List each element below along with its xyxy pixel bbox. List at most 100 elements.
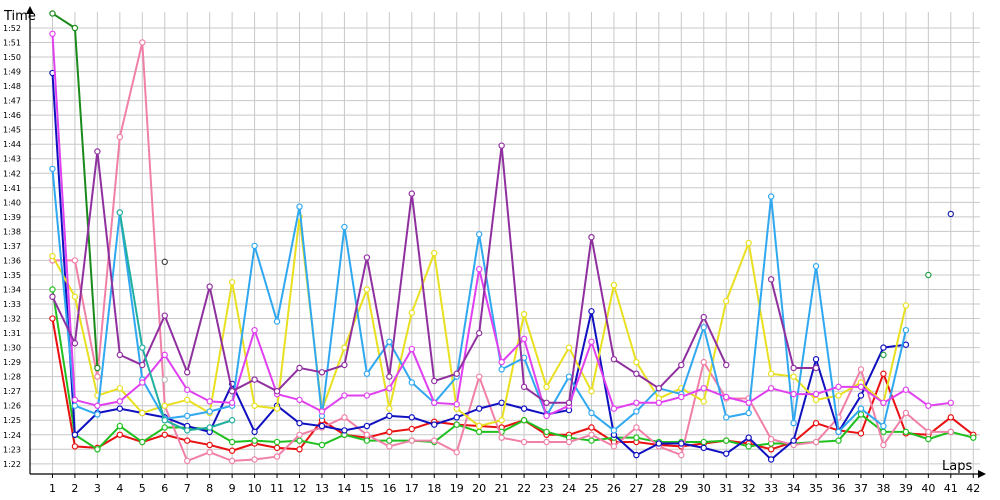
data-point bbox=[588, 409, 595, 417]
data-point bbox=[139, 438, 146, 446]
data-point bbox=[161, 312, 168, 319]
y-tick-label: 1:22 bbox=[3, 460, 21, 469]
y-tick-label: 1:51 bbox=[3, 39, 21, 48]
x-tick-label: 18 bbox=[427, 482, 441, 495]
data-point bbox=[363, 431, 371, 438]
data-point bbox=[767, 446, 775, 453]
series-10 bbox=[116, 209, 236, 434]
data-point bbox=[386, 385, 393, 392]
data-point bbox=[94, 411, 101, 418]
data-point bbox=[947, 210, 955, 218]
data-point bbox=[251, 437, 258, 444]
data-point bbox=[700, 444, 707, 452]
data-point bbox=[206, 424, 213, 431]
x-tick-label: 30 bbox=[697, 482, 711, 495]
data-point bbox=[228, 438, 236, 446]
x-axis-arrow bbox=[978, 470, 986, 478]
data-point bbox=[184, 396, 191, 404]
data-point bbox=[678, 393, 685, 401]
data-point bbox=[498, 142, 505, 149]
data-point bbox=[543, 399, 550, 407]
data-point bbox=[723, 393, 730, 401]
series-line bbox=[118, 212, 233, 432]
data-point bbox=[812, 396, 820, 404]
data-point bbox=[812, 364, 820, 372]
data-point bbox=[341, 392, 348, 399]
data-point bbox=[228, 387, 236, 395]
data-point bbox=[431, 437, 438, 444]
data-point bbox=[543, 438, 550, 446]
data-point bbox=[767, 385, 775, 392]
data-point bbox=[857, 411, 865, 418]
data-point bbox=[812, 356, 820, 363]
data-point bbox=[700, 358, 707, 366]
data-point bbox=[116, 405, 124, 412]
data-point bbox=[408, 190, 415, 197]
data-point bbox=[745, 399, 752, 407]
data-point bbox=[453, 401, 460, 408]
data-point bbox=[498, 434, 505, 441]
data-point bbox=[431, 249, 438, 257]
data-point bbox=[251, 428, 258, 436]
data-point bbox=[408, 345, 415, 353]
data-point bbox=[386, 405, 393, 412]
data-point bbox=[408, 425, 415, 433]
x-tick-label: 15 bbox=[360, 482, 374, 495]
data-point bbox=[408, 379, 415, 386]
x-tick-label: 14 bbox=[337, 482, 351, 495]
y-tick-label: 1:27 bbox=[3, 387, 21, 396]
data-point bbox=[520, 405, 528, 412]
data-point bbox=[633, 399, 640, 407]
data-point bbox=[273, 318, 281, 325]
data-point bbox=[408, 309, 415, 316]
data-point bbox=[161, 351, 168, 359]
data-point bbox=[745, 409, 752, 417]
data-point bbox=[880, 399, 887, 407]
data-point bbox=[633, 358, 640, 366]
data-point bbox=[767, 276, 775, 283]
data-point bbox=[565, 399, 573, 407]
x-tick-label: 26 bbox=[607, 482, 621, 495]
y-tick-label: 1:23 bbox=[3, 445, 21, 454]
data-point bbox=[565, 373, 573, 380]
data-point bbox=[251, 376, 258, 383]
x-tick-label: 2 bbox=[71, 482, 78, 495]
data-point bbox=[251, 402, 258, 409]
data-point bbox=[161, 258, 168, 266]
data-point bbox=[925, 402, 932, 409]
data-point bbox=[790, 364, 797, 372]
data-point bbox=[363, 392, 371, 399]
data-point bbox=[543, 412, 550, 420]
data-point bbox=[341, 223, 348, 231]
data-point bbox=[498, 417, 505, 424]
x-tick-label: 5 bbox=[139, 482, 146, 495]
data-point bbox=[49, 293, 56, 300]
data-point bbox=[633, 408, 640, 415]
data-point bbox=[71, 293, 79, 300]
data-point bbox=[71, 24, 79, 32]
data-point bbox=[700, 438, 707, 446]
y-tick-label: 1:36 bbox=[3, 256, 21, 265]
x-tick-label: 12 bbox=[293, 482, 307, 495]
data-point bbox=[161, 424, 168, 431]
data-point bbox=[341, 427, 348, 434]
y-tick-label: 1:47 bbox=[3, 97, 21, 106]
data-point bbox=[453, 449, 460, 456]
data-point bbox=[228, 279, 236, 286]
data-point bbox=[723, 414, 730, 421]
data-point bbox=[139, 409, 146, 417]
data-point bbox=[71, 396, 79, 404]
data-point bbox=[49, 10, 56, 17]
data-point bbox=[251, 456, 258, 463]
y-tick-label: 1:32 bbox=[3, 315, 21, 324]
data-point bbox=[790, 390, 797, 398]
y-tick-label: 1:45 bbox=[3, 126, 21, 135]
data-point bbox=[857, 430, 865, 437]
series-line bbox=[51, 318, 974, 452]
x-tick-label: 29 bbox=[674, 482, 688, 495]
data-point bbox=[386, 412, 393, 420]
data-point bbox=[475, 231, 483, 238]
data-point bbox=[116, 385, 124, 392]
data-point bbox=[498, 366, 505, 373]
data-point bbox=[94, 148, 101, 155]
